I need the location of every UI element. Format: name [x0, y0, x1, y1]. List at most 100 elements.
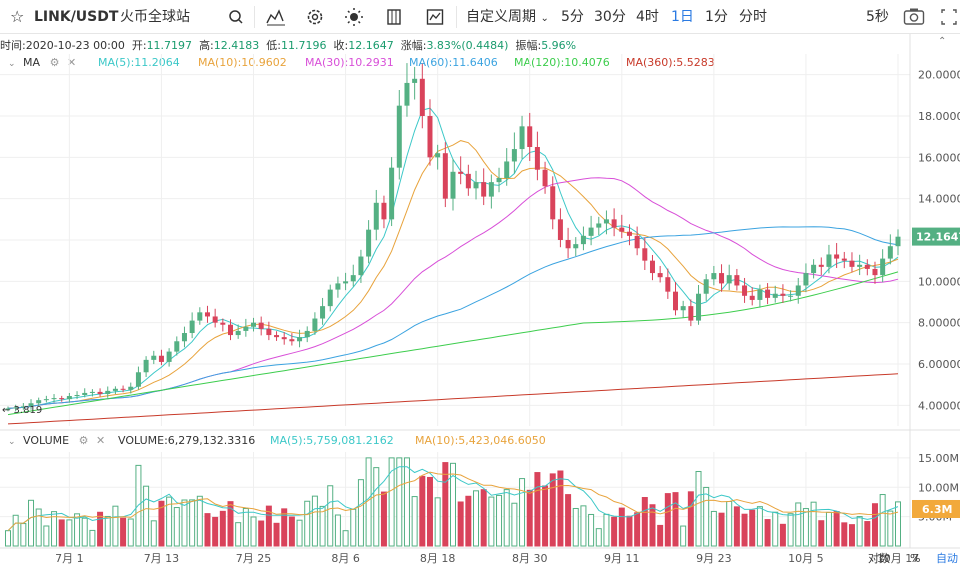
volume-toggle-icon[interactable]: ⌄	[8, 437, 16, 447]
volume-bar	[112, 505, 119, 547]
interval-5min[interactable]: 5分	[561, 9, 584, 25]
candle-body	[258, 322, 264, 329]
collapse-icon[interactable]: ⌃	[938, 36, 947, 47]
candle-body	[534, 147, 540, 170]
candle-body	[343, 281, 349, 284]
candle-body	[235, 330, 241, 336]
candle-body	[757, 289, 763, 300]
interval-1min[interactable]: 1分	[705, 9, 728, 25]
candle-body	[696, 293, 702, 321]
candle-body	[481, 182, 487, 197]
interval-30min[interactable]: 30分	[594, 9, 626, 25]
volume-bar	[143, 485, 150, 547]
volume-bar	[97, 511, 104, 547]
candle-body	[350, 275, 356, 282]
candle-body	[297, 337, 303, 342]
candle-body	[772, 293, 778, 298]
volume-bar	[173, 507, 180, 547]
ma-legend: ⌄ MA ⚙ ✕	[8, 56, 76, 72]
volume-bar	[166, 496, 173, 547]
candle-body	[105, 390, 111, 394]
ma360-line	[7, 373, 899, 425]
custom-period-button[interactable]: 自定义周期 ⌄	[466, 0, 549, 34]
indicator-icon[interactable]	[266, 0, 286, 34]
candle-body	[864, 264, 870, 269]
candle-body	[143, 359, 149, 373]
candle-body	[688, 306, 694, 321]
x-axis-label: 8月 30	[512, 552, 548, 565]
volume-bar	[779, 523, 786, 547]
gear-icon[interactable]	[306, 0, 324, 34]
volume-ma10: MA(10):5,423,046.6050	[415, 434, 546, 447]
star-icon[interactable]: ☆	[10, 7, 25, 26]
interval-timeshare[interactable]: 分时	[739, 9, 767, 25]
volume-bar	[273, 522, 280, 547]
volume-bar	[825, 511, 832, 547]
candle-body	[442, 153, 448, 199]
interval-4h[interactable]: 4时	[636, 9, 659, 25]
search-icon[interactable]	[228, 0, 244, 34]
volume-bar	[12, 514, 19, 547]
camera-icon[interactable]	[903, 0, 925, 34]
volume-bar	[250, 516, 257, 547]
candle-body	[220, 322, 226, 325]
interval-1d[interactable]: 1日	[671, 9, 694, 25]
layout-icon[interactable]	[386, 0, 402, 34]
symbol-name[interactable]: LINK/USDT	[34, 9, 119, 25]
volume-bar	[887, 510, 894, 547]
candle-body	[128, 386, 134, 390]
exchange-name[interactable]: 火币全球站	[120, 9, 190, 25]
candle-body	[611, 219, 617, 228]
refresh-rate[interactable]: 5秒	[866, 9, 889, 25]
volume-bar	[28, 499, 35, 547]
candle-body	[619, 227, 625, 232]
ma-toggle-icon[interactable]: ⌄	[8, 59, 16, 69]
volume-bar	[680, 525, 687, 547]
candle-body	[266, 328, 272, 336]
volume-bar	[542, 485, 549, 547]
volume-bar	[473, 490, 480, 547]
volume-axis-label: 15.00M	[918, 452, 959, 465]
candle-body	[642, 248, 648, 261]
candle-body	[404, 82, 410, 106]
volume-bar	[403, 457, 410, 547]
volume-bar	[35, 508, 42, 547]
candle-body	[818, 264, 824, 267]
fullscreen-icon[interactable]	[940, 0, 958, 34]
candle-body	[550, 186, 556, 220]
volume-settings-icon[interactable]: ⚙	[78, 434, 89, 447]
candle-body	[458, 171, 464, 174]
ma5-line	[7, 107, 899, 409]
volume-bar	[557, 470, 564, 547]
ma-settings-icon[interactable]: ⚙	[49, 56, 60, 69]
candle-body	[780, 293, 786, 296]
theme-icon[interactable]	[344, 0, 364, 34]
high-label: 高:	[199, 39, 214, 52]
volume-bar	[296, 519, 303, 547]
volume-close-icon[interactable]: ✕	[95, 434, 106, 447]
volume-bar	[388, 457, 395, 547]
candle-body	[366, 229, 372, 257]
candle-body	[749, 295, 755, 300]
ma-close-icon[interactable]: ✕	[66, 56, 77, 69]
volume-bar	[181, 499, 188, 547]
volume-bar	[227, 501, 234, 547]
candle-body	[841, 258, 847, 261]
volume-bar	[703, 486, 710, 547]
volume-bar	[871, 503, 878, 547]
candle-body	[51, 398, 57, 400]
volume-bar	[687, 491, 694, 547]
volume-bar	[204, 513, 211, 547]
amplitude-label: 振幅:	[515, 39, 542, 52]
volume-bar	[457, 501, 464, 547]
price-axis-label: 20.00000	[918, 69, 960, 82]
volume-bar	[641, 497, 648, 547]
volume-bar	[802, 508, 809, 547]
ma-value: MA(360):5.5283	[626, 56, 715, 69]
chart-type-icon[interactable]	[426, 0, 444, 34]
volume-axis-label: 10.00M	[918, 481, 959, 494]
volume-bar	[104, 515, 111, 547]
candle-body	[289, 339, 295, 342]
x-axis-label: 9月 11	[604, 552, 640, 565]
